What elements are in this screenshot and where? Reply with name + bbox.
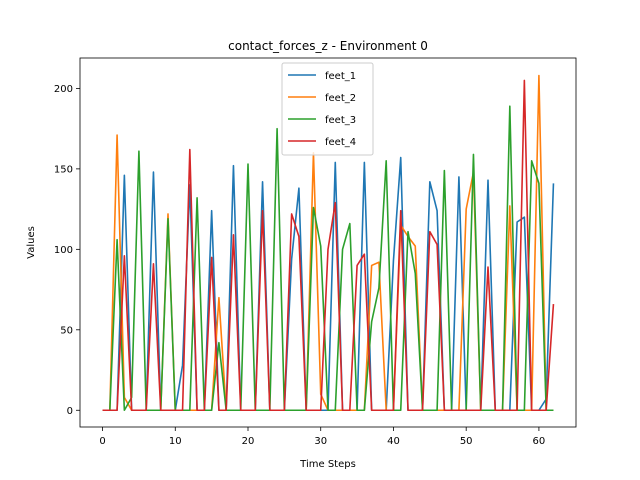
x-tick-label: 10: [169, 436, 182, 447]
legend-label-feet-3: feet_3: [325, 115, 356, 126]
x-tick-label: 20: [242, 436, 255, 447]
y-tick-label: 150: [54, 164, 73, 175]
legend-label-feet-2: feet_2: [325, 93, 356, 104]
y-axis-label: Values: [26, 226, 37, 259]
legend: feet_1 feet_2 feet_3 feet_4: [281, 62, 374, 156]
series-line-feet-4: [102, 79, 555, 412]
x-tick-label: 30: [314, 436, 327, 447]
y-tick-label: 100: [54, 245, 73, 256]
axes-frame: [79, 57, 577, 428]
y-tick-label: 50: [60, 325, 73, 336]
x-axis: 0 10 20 30 40 50 60: [99, 427, 545, 447]
x-axis-label: Time Steps: [299, 459, 356, 470]
legend-label-feet-1: feet_1: [325, 71, 356, 82]
y-axis: 0 50 100 150 200: [54, 84, 80, 417]
y-tick-label: 0: [67, 406, 73, 417]
x-tick-label: 50: [460, 436, 473, 447]
x-tick-label: 60: [533, 436, 546, 447]
legend-label-feet-4: feet_4: [325, 137, 356, 148]
x-tick-label: 40: [387, 436, 400, 447]
legend-box: [281, 62, 374, 156]
y-tick-label: 200: [54, 84, 73, 95]
chart-title: contact_forces_z - Environment 0: [228, 39, 428, 53]
x-tick-label: 0: [99, 436, 105, 447]
series-layer: [102, 74, 555, 412]
